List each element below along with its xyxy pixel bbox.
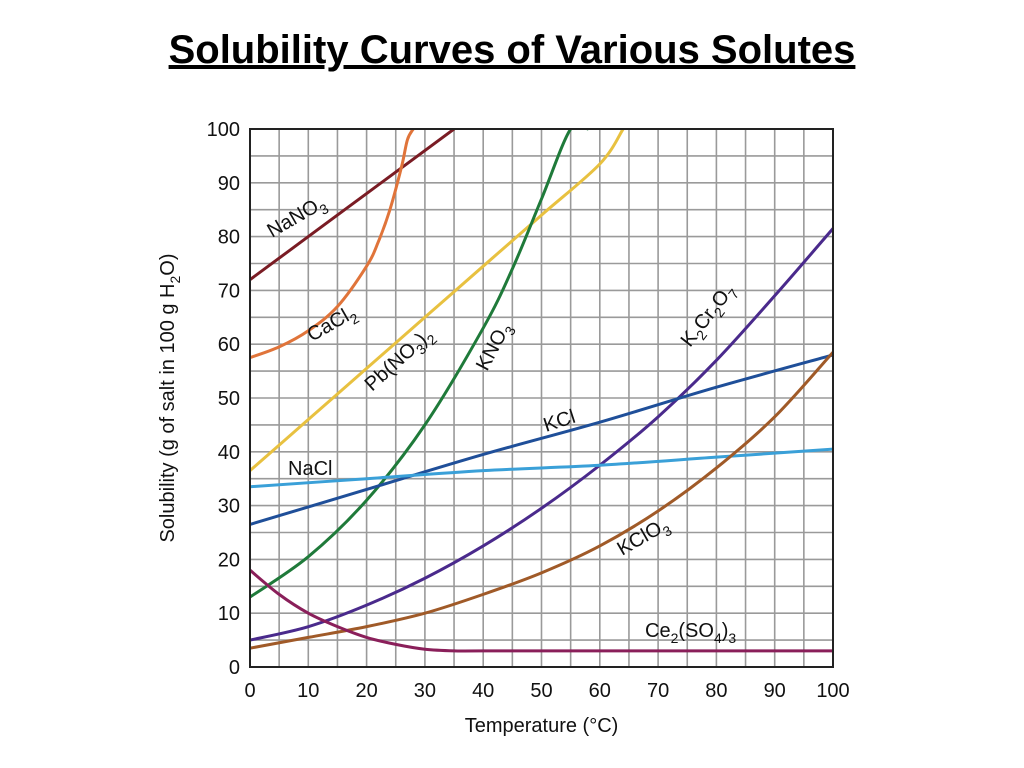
tick-labels: 0 10 20 30 40 50 60 70 80 90 100 0 10 20 30 40 50 60 70 80 9… xyxy=(207,119,850,702)
y-tick-label: 20 xyxy=(218,549,240,571)
series-label-kcl: KCl xyxy=(541,406,578,437)
x-tick-label: 50 xyxy=(530,680,552,702)
series-line-pb-no3-2 xyxy=(250,128,625,472)
y-tick-label: 0 xyxy=(229,657,240,679)
y-tick-label: 30 xyxy=(218,496,240,518)
page-title: Solubility Curves of Various Solutes xyxy=(168,28,856,72)
grid xyxy=(249,128,834,668)
series-line-kclo3 xyxy=(250,351,833,650)
y-tick-label: 100 xyxy=(207,119,240,141)
series-line-ce2-so4-3 xyxy=(250,569,833,653)
plot-border xyxy=(249,128,834,668)
x-tick-label: 20 xyxy=(355,680,377,702)
y-tick-label: 40 xyxy=(218,442,240,464)
x-tick-label: 0 xyxy=(244,680,255,702)
series-line-cacl2 xyxy=(250,128,415,360)
y-tick-label: 90 xyxy=(218,173,240,195)
x-tick-label: 90 xyxy=(764,680,786,702)
x-tick-label: 10 xyxy=(297,680,319,702)
x-axis-title: Temperature (°C) xyxy=(465,715,619,737)
series-line-kno3 xyxy=(250,128,589,599)
x-tick-label: 60 xyxy=(589,680,611,702)
series-line-nano3 xyxy=(250,128,455,281)
x-tick-label: 100 xyxy=(816,680,849,702)
y-tick-label: 80 xyxy=(218,227,240,249)
series-line-kcl xyxy=(250,353,833,526)
x-tick-label: 70 xyxy=(647,680,669,702)
y-tick-label: 10 xyxy=(218,603,240,625)
x-tick-label: 30 xyxy=(414,680,436,702)
series-label-nano3: NaNO3 xyxy=(264,191,332,245)
series-line-k2cr2o7 xyxy=(250,227,833,642)
y-axis-title: Solubility (g of salt in 100 g H2O) xyxy=(157,253,183,542)
series-label-pb-no3-2: Pb(NO3)2 xyxy=(361,323,441,398)
x-tick-label: 80 xyxy=(705,680,727,702)
x-tick-label: 40 xyxy=(472,680,494,702)
series-label-ce2-so4-3: Ce2(SO4)3 xyxy=(645,620,736,646)
series-lines xyxy=(250,128,833,653)
series-label-nacl: NaCl xyxy=(288,458,332,480)
y-tick-label: 50 xyxy=(218,388,240,410)
series-label-cacl2: CaCl2 xyxy=(304,301,362,350)
plot-frame xyxy=(249,128,834,668)
y-tick-label: 60 xyxy=(218,334,240,356)
y-tick-label: 70 xyxy=(218,280,240,302)
